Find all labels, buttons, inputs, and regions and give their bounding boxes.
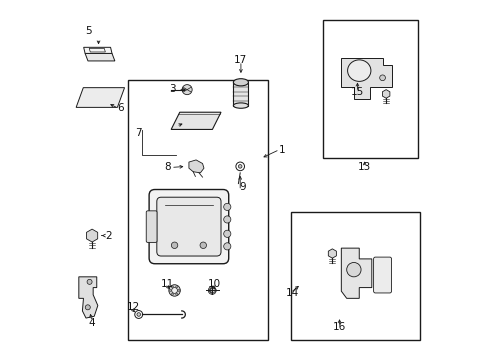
Text: 9: 9	[239, 182, 245, 192]
Text: 13: 13	[357, 162, 370, 172]
Text: 7: 7	[135, 129, 142, 138]
Circle shape	[169, 289, 171, 292]
Text: 16: 16	[332, 322, 346, 332]
Text: 10: 10	[207, 279, 220, 289]
Circle shape	[171, 242, 178, 248]
Polygon shape	[327, 249, 336, 258]
Circle shape	[175, 285, 178, 288]
Ellipse shape	[347, 60, 370, 81]
Polygon shape	[341, 58, 391, 99]
Circle shape	[171, 285, 173, 288]
Polygon shape	[83, 47, 112, 53]
Circle shape	[137, 313, 140, 316]
Bar	[290, 212, 419, 339]
Text: 14: 14	[285, 288, 299, 298]
Polygon shape	[171, 112, 221, 130]
Circle shape	[223, 230, 230, 237]
Text: 17: 17	[234, 55, 247, 65]
Bar	[323, 21, 418, 158]
Circle shape	[208, 287, 216, 294]
Circle shape	[178, 289, 180, 292]
FancyBboxPatch shape	[149, 189, 228, 264]
Ellipse shape	[233, 103, 248, 108]
FancyBboxPatch shape	[146, 211, 157, 242]
Bar	[128, 80, 267, 339]
Polygon shape	[79, 277, 98, 318]
Circle shape	[85, 305, 90, 310]
Polygon shape	[85, 53, 115, 61]
Circle shape	[379, 75, 385, 81]
Text: 1: 1	[278, 144, 285, 154]
Bar	[233, 82, 248, 105]
FancyBboxPatch shape	[373, 257, 391, 293]
Polygon shape	[341, 248, 371, 298]
Circle shape	[171, 288, 177, 293]
Text: 5: 5	[85, 26, 92, 36]
Polygon shape	[382, 90, 389, 98]
Circle shape	[87, 279, 92, 284]
Circle shape	[168, 285, 180, 296]
Text: 15: 15	[350, 87, 364, 97]
Circle shape	[171, 293, 173, 295]
Polygon shape	[188, 160, 203, 173]
Ellipse shape	[233, 79, 248, 86]
Text: 6: 6	[117, 103, 124, 113]
Circle shape	[200, 242, 206, 248]
Circle shape	[175, 293, 178, 295]
Polygon shape	[210, 288, 216, 293]
Circle shape	[238, 165, 242, 168]
Text: 12: 12	[126, 302, 140, 312]
Polygon shape	[207, 288, 214, 293]
Circle shape	[223, 203, 230, 211]
Text: 8: 8	[164, 162, 170, 172]
Circle shape	[223, 243, 230, 250]
Circle shape	[182, 85, 192, 95]
FancyBboxPatch shape	[157, 197, 221, 256]
Text: 11: 11	[161, 279, 174, 289]
Text: 2: 2	[105, 231, 111, 240]
Circle shape	[346, 262, 360, 277]
Text: 4: 4	[89, 319, 95, 328]
Text: 3: 3	[169, 84, 176, 94]
Circle shape	[223, 216, 230, 223]
Polygon shape	[86, 229, 98, 242]
Polygon shape	[76, 87, 124, 107]
